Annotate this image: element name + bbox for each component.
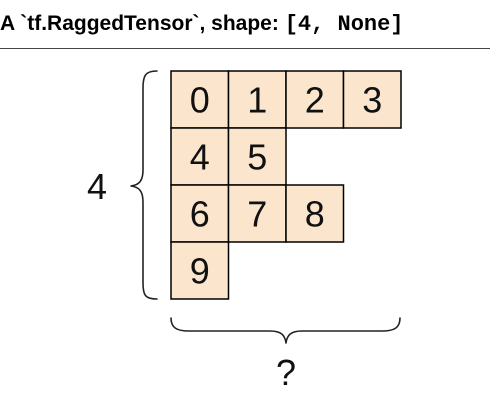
cell-value: 1 <box>247 80 267 121</box>
tensor-cell: 6 <box>170 184 230 243</box>
row-count-label: 4 <box>87 166 107 207</box>
cell-box <box>170 184 230 243</box>
cell-value: 3 <box>362 80 382 121</box>
cell-value: 5 <box>247 137 267 178</box>
ragged-cells: 0 1 2 3 4 56 7 8 9 <box>170 70 402 300</box>
cell-box <box>342 70 402 129</box>
cell-value: 7 <box>247 194 267 235</box>
cell-box <box>170 127 230 186</box>
cell-box <box>285 184 345 243</box>
tensor-cell: 7 <box>227 184 287 243</box>
tensor-cell: 5 <box>227 127 287 186</box>
cell-value: 8 <box>305 194 325 235</box>
cell-box <box>227 127 287 186</box>
title-divider <box>0 48 490 49</box>
tensor-cell: 1 <box>227 70 287 129</box>
diagram-title: A `tf.RaggedTensor`, shape: [4, None] <box>0 9 404 39</box>
tensor-cell: 2 <box>285 70 345 129</box>
tensor-cell: 8 <box>285 184 345 243</box>
rows-brace <box>130 70 158 300</box>
title-shape: [4, None] <box>284 12 404 37</box>
column-count-label: ? <box>276 352 296 393</box>
cell-value: 6 <box>190 194 210 235</box>
cell-box <box>170 241 230 300</box>
tensor-cell: 0 <box>170 70 230 129</box>
tensor-cell: 9 <box>170 241 230 300</box>
cell-value: 0 <box>190 80 210 121</box>
cell-box <box>170 70 230 129</box>
columns-brace <box>170 317 401 344</box>
cell-box <box>285 70 345 129</box>
tensor-cell: 3 <box>342 70 402 129</box>
title-prefix: A `tf.RaggedTensor`, shape: <box>0 12 285 35</box>
cell-value: 2 <box>305 80 325 121</box>
cell-value: 4 <box>190 137 210 178</box>
cell-value: 9 <box>190 251 210 292</box>
tensor-cell: 4 <box>170 127 230 186</box>
